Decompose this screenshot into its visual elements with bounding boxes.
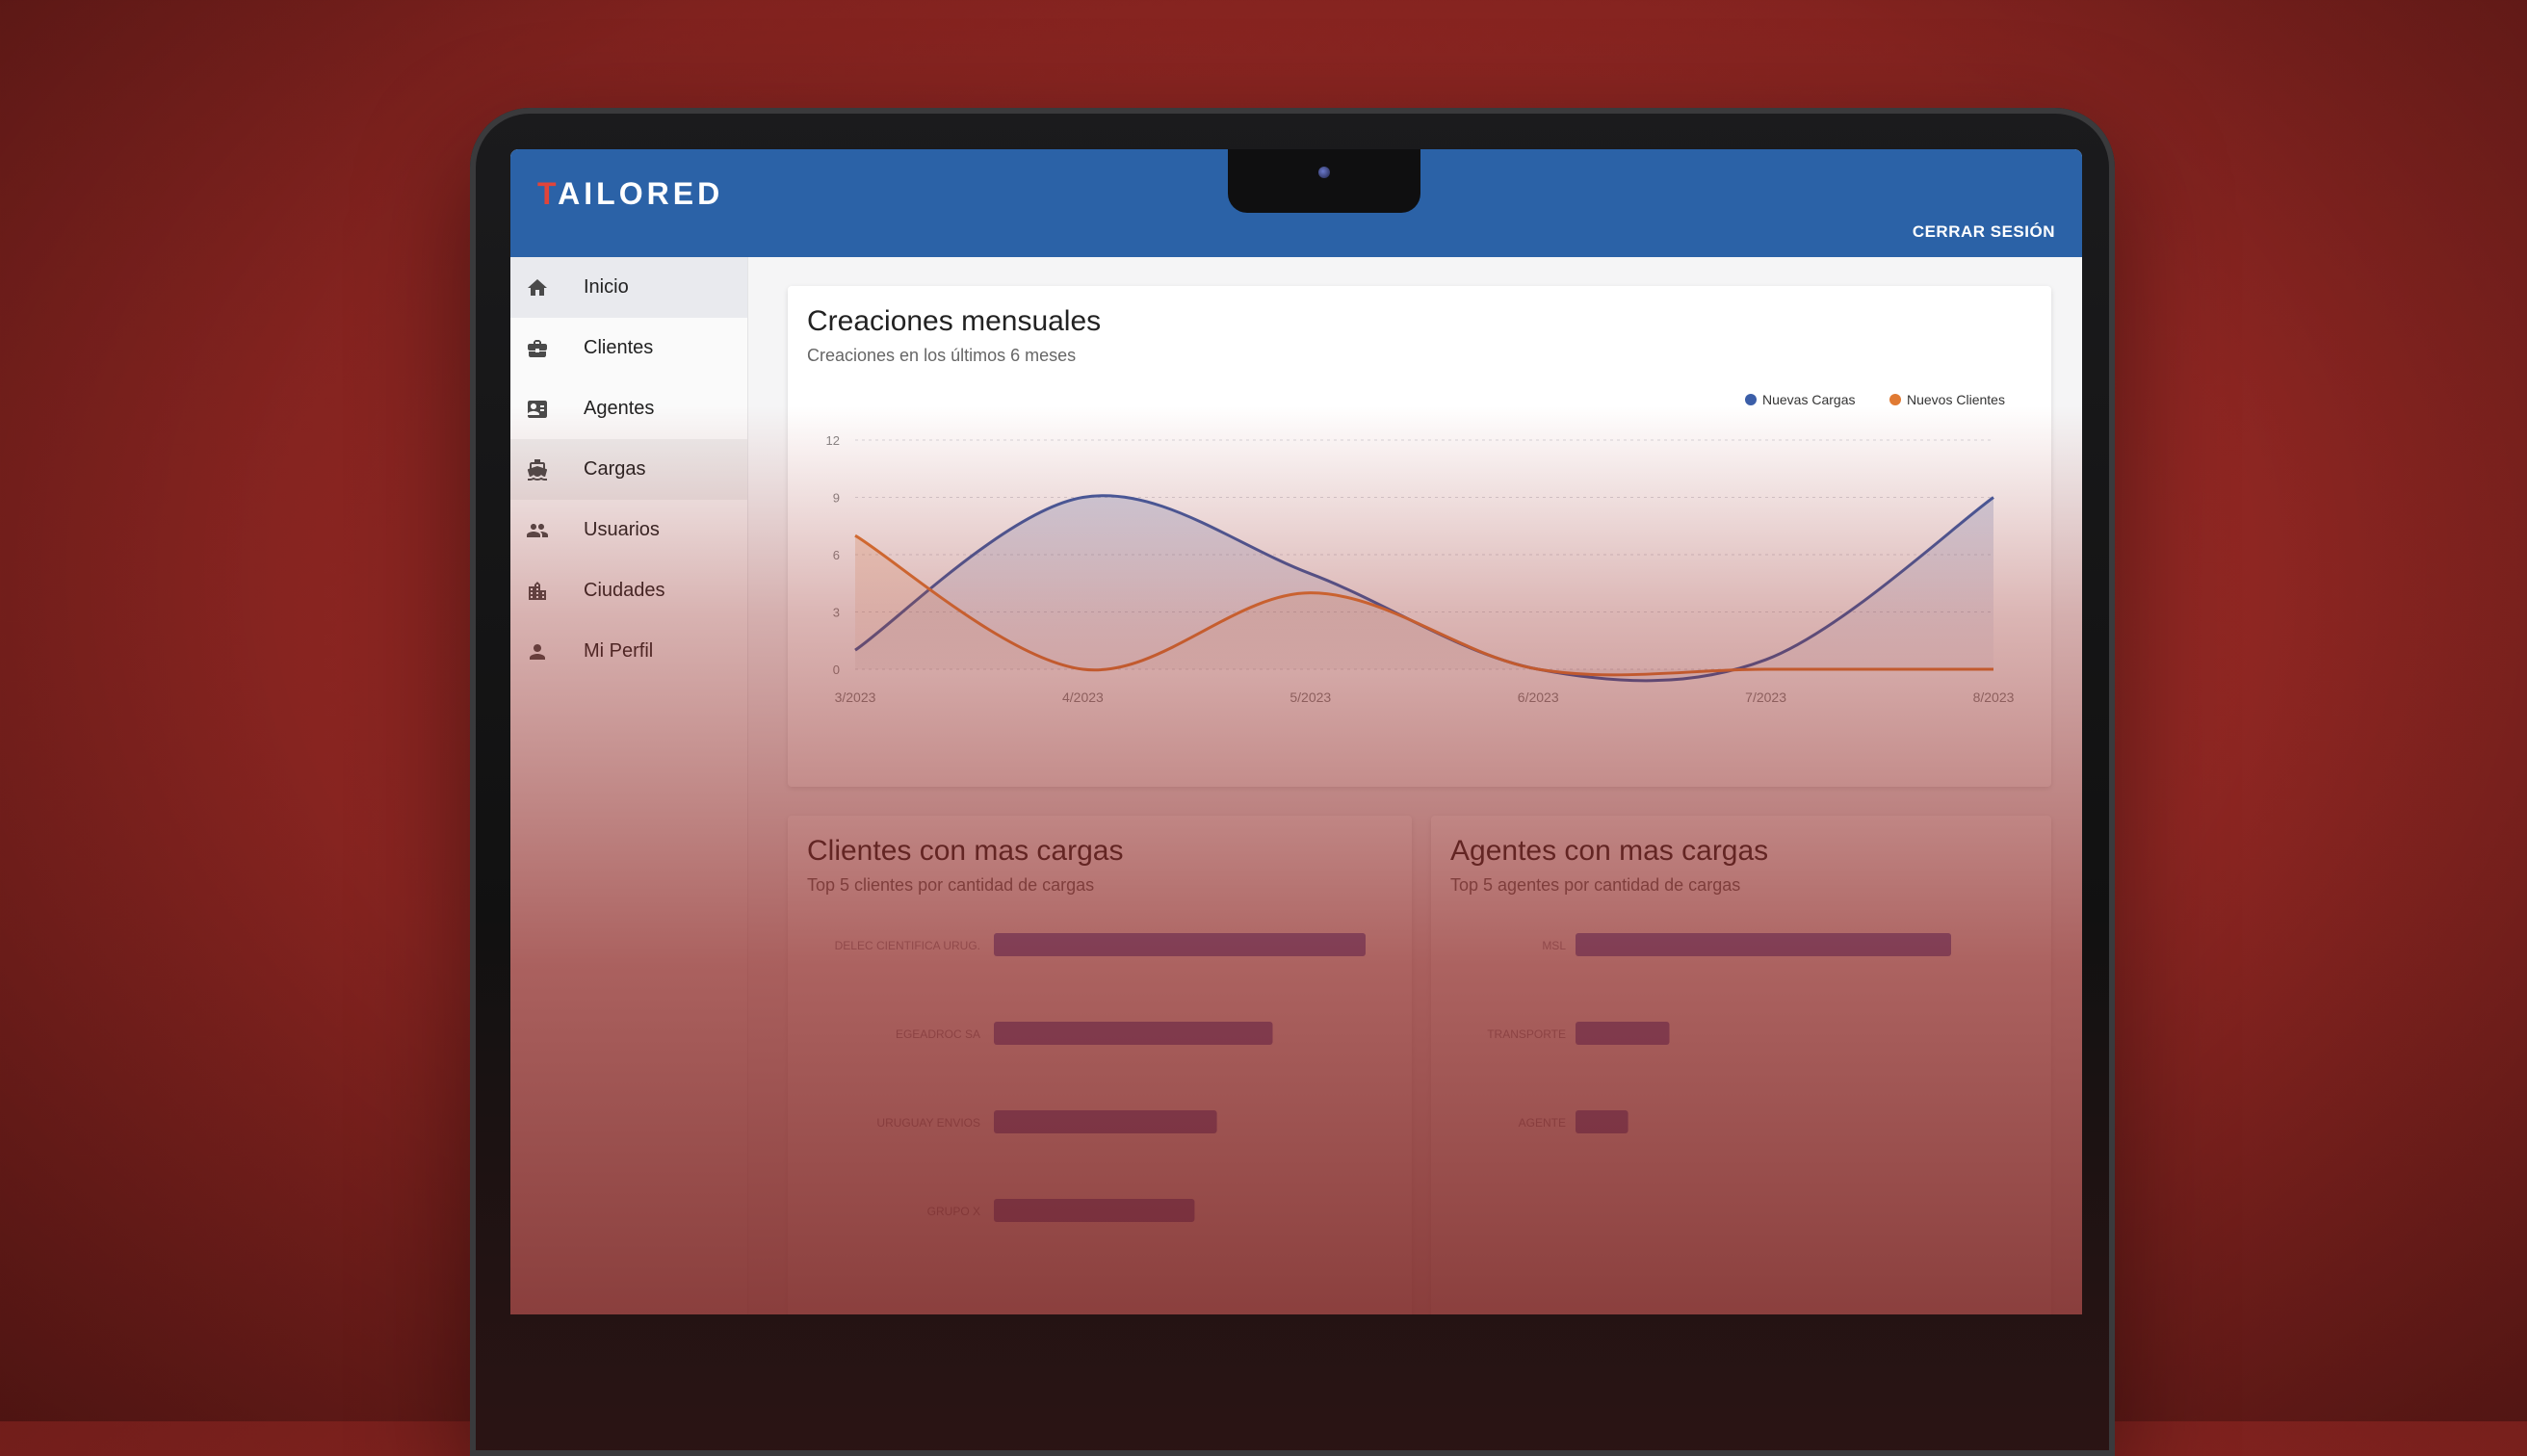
x-tick-label: 6/2023 bbox=[1518, 689, 1559, 705]
sidebar: Inicio Clientes Agentes Cargas Usuarios … bbox=[510, 257, 748, 1314]
sidebar-item-label: Cargas bbox=[584, 458, 646, 480]
bar bbox=[994, 1110, 1217, 1133]
legend-marker bbox=[1889, 394, 1901, 405]
sidebar-item-label: Agentes bbox=[584, 398, 655, 419]
top-clients-card: Clientes con mas cargas Top 5 clientes p… bbox=[788, 816, 1412, 1314]
legend-label: Nuevas Cargas bbox=[1762, 392, 1856, 407]
x-tick-label: 3/2023 bbox=[835, 689, 876, 705]
sidebar-item-label: Inicio bbox=[584, 276, 629, 298]
bar-label: GRUPO X bbox=[927, 1205, 980, 1218]
card-subtitle: Top 5 clientes por cantidad de cargas bbox=[807, 875, 1095, 895]
bar-label: URUGUAY ENVIOS bbox=[876, 1116, 980, 1130]
card-subtitle: Creaciones en los últimos 6 meses bbox=[807, 346, 1077, 365]
home-icon bbox=[526, 276, 549, 299]
top-agents-bar-chart: MSL TRANSPORTE AGENTE bbox=[1487, 933, 1951, 1133]
card-title: Clientes con mas cargas bbox=[807, 835, 1124, 867]
ship-icon bbox=[526, 458, 549, 481]
logout-button[interactable]: CERRAR SESIÓN bbox=[1912, 222, 2055, 241]
logo-mark: T bbox=[537, 176, 559, 211]
people-icon bbox=[526, 519, 549, 542]
sidebar-item-label: Usuarios bbox=[584, 519, 660, 540]
x-tick-label: 7/2023 bbox=[1745, 689, 1786, 705]
camera-icon bbox=[1318, 167, 1330, 178]
bar bbox=[994, 1199, 1195, 1222]
logo-text: AILORED bbox=[558, 176, 724, 211]
bar bbox=[1576, 933, 1951, 956]
y-tick-label: 9 bbox=[833, 491, 840, 506]
x-tick-label: 5/2023 bbox=[1290, 689, 1331, 705]
bar bbox=[1576, 1110, 1628, 1133]
sidebar-item-label: Mi Perfil bbox=[584, 640, 654, 662]
bar-label: AGENTE bbox=[1519, 1116, 1566, 1130]
bar bbox=[994, 933, 1366, 956]
monthly-chart-card: Creaciones mensuales Creaciones en los ú… bbox=[788, 286, 2051, 787]
bar bbox=[1576, 1022, 1670, 1045]
sidebar-item-label: Clientes bbox=[584, 337, 654, 358]
sidebar-item-mi-perfil[interactable]: Mi Perfil bbox=[510, 621, 747, 682]
y-tick-label: 0 bbox=[833, 663, 840, 677]
bar-label: TRANSPORTE bbox=[1487, 1027, 1566, 1041]
y-tick-label: 6 bbox=[833, 548, 840, 562]
app-logo[interactable]: TAILORED bbox=[537, 176, 723, 212]
monthly-line-chart: 0 3 6 9 12 3/2023 4/2023 5/2023 6/2023 7/2023 8/20… bbox=[826, 392, 2015, 705]
x-tick-label: 4/2023 bbox=[1062, 689, 1104, 705]
person-icon bbox=[526, 640, 549, 663]
city-icon bbox=[526, 580, 549, 603]
card-subtitle: Top 5 agentes por cantidad de cargas bbox=[1450, 875, 1741, 895]
sidebar-item-cargas[interactable]: Cargas bbox=[510, 439, 747, 500]
briefcase-icon bbox=[526, 337, 549, 360]
legend-label: Nuevos Clientes bbox=[1907, 392, 2005, 407]
sidebar-item-inicio[interactable]: Inicio bbox=[510, 257, 747, 318]
y-tick-label: 12 bbox=[826, 433, 840, 448]
sidebar-item-ciudades[interactable]: Ciudades bbox=[510, 560, 747, 621]
sidebar-item-agentes[interactable]: Agentes bbox=[510, 378, 747, 439]
top-clients-bar-chart: DELEC CIENTIFICA URUG. EGEADROC SA URUGUAY… bbox=[835, 933, 1366, 1222]
card-title: Creaciones mensuales bbox=[807, 305, 1102, 337]
legend-marker bbox=[1745, 394, 1757, 405]
x-tick-label: 8/2023 bbox=[1973, 689, 2015, 705]
laptop-screen: TAILORED CERRAR SESIÓN Inicio Clientes A… bbox=[510, 149, 2082, 1314]
y-tick-label: 3 bbox=[833, 606, 840, 620]
sidebar-item-label: Ciudades bbox=[584, 580, 665, 601]
bar-label: MSL bbox=[1542, 939, 1566, 952]
bar-label: DELEC CIENTIFICA URUG. bbox=[835, 939, 980, 952]
bar bbox=[994, 1022, 1273, 1045]
sidebar-item-clientes[interactable]: Clientes bbox=[510, 318, 747, 378]
contact-card-icon bbox=[526, 398, 549, 421]
main-content: Creaciones mensuales Creaciones en los ú… bbox=[747, 257, 2082, 1314]
top-agents-card: Agentes con mas cargas Top 5 agentes por… bbox=[1431, 816, 2051, 1314]
camera-notch bbox=[1228, 149, 1420, 213]
card-title: Agentes con mas cargas bbox=[1450, 835, 1769, 867]
sidebar-item-usuarios[interactable]: Usuarios bbox=[510, 500, 747, 560]
bar-label: EGEADROC SA bbox=[896, 1027, 980, 1041]
